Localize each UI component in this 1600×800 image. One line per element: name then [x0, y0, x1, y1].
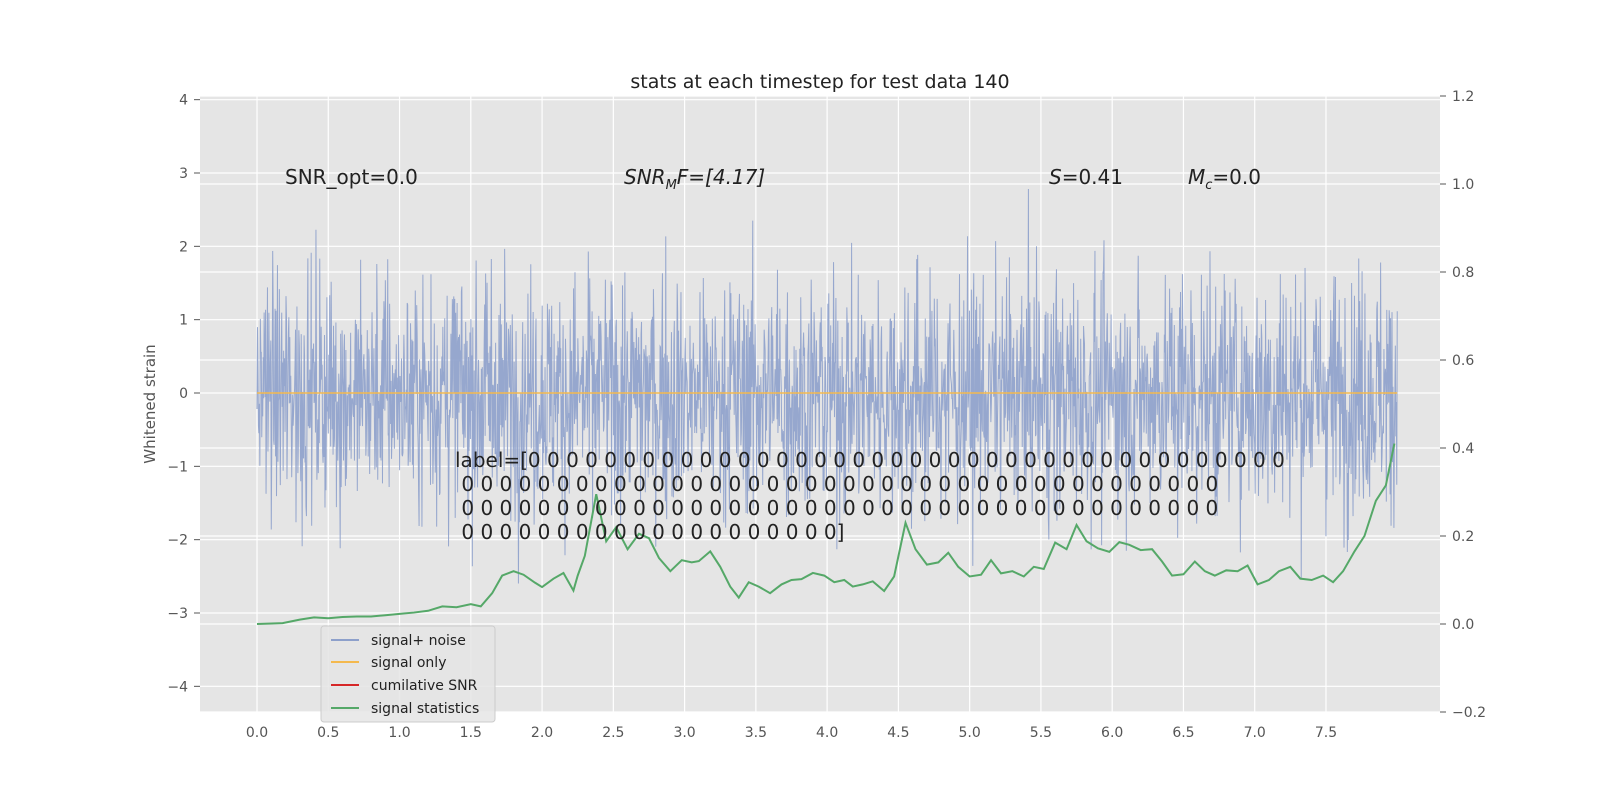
legend: signal+ noise signal only cumilative SNR…: [320, 625, 496, 723]
y-tick-label: 1: [179, 313, 188, 329]
label-annotation: label=[0 0 0 0 0 0 0 0 0 0 0 0 0 0 0 0 0…: [455, 448, 1285, 544]
y-right-tick-label: 0.8: [1452, 265, 1474, 281]
legend-box: [320, 625, 496, 723]
x-tick-label: 0.0: [246, 725, 268, 741]
x-tick-label: 2.5: [602, 725, 624, 741]
y-right-tick-label: 1.0: [1452, 177, 1474, 193]
x-tick-label: 7.0: [1244, 725, 1266, 741]
y-tick-label: −3: [167, 606, 188, 622]
y-right-tick-label: −0.2: [1452, 705, 1486, 721]
signal-statistics-line: [256, 443, 1396, 625]
y-tick-label: −1: [167, 459, 188, 475]
x-tick-label: 7.5: [1315, 725, 1337, 741]
x-tick-label: 4.5: [887, 725, 909, 741]
y-tick-label: 0: [179, 386, 188, 402]
y-right-tick-label: 1.2: [1452, 89, 1474, 105]
label-line-1: label=[0 0 0 0 0 0 0 0 0 0 0 0 0 0 0 0 0…: [455, 448, 1285, 472]
legend-label-noise: signal+ noise: [371, 633, 466, 649]
x-tick-label: 3.5: [745, 725, 767, 741]
y-right-tick-label: 0.0: [1452, 617, 1474, 633]
y-tick-label: 4: [179, 93, 188, 109]
s-annotation: S=0.41: [1049, 165, 1123, 189]
x-tick-label: 5.5: [1030, 725, 1052, 741]
legend-label-cumulative: cumilative SNR: [371, 678, 478, 694]
axis-ticks: 0.0 0.5 1.0 1.5 2.0 2.5 3.0 3.5 4.0 4.5 5.0 5.5 6.0 6…: [167, 89, 1486, 741]
y-tick-label: −4: [167, 679, 188, 695]
x-tick-label: 0.5: [317, 725, 339, 741]
y-right-tick-label: 0.6: [1452, 353, 1474, 369]
legend-label-signal: signal only: [371, 655, 446, 671]
label-line-3: 0 0 0 0 0 0 0 0 0 0 0 0 0 0 0 0 0 0 0 0 …: [455, 496, 1218, 520]
mc-annotation: Mc=0.0: [1188, 165, 1261, 193]
y-axis-label: Whitened strain: [141, 344, 159, 463]
x-tick-label: 6.5: [1172, 725, 1194, 741]
legend-label-statistics: signal statistics: [371, 701, 479, 717]
label-line-4: 0 0 0 0 0 0 0 0 0 0 0 0 0 0 0 0 0 0 0 0]: [455, 520, 844, 544]
x-tick-label: 4.0: [816, 725, 838, 741]
snr-mf-annotation: SNRMF=[4.17]: [624, 165, 765, 193]
y-right-tick-label: 0.2: [1452, 529, 1474, 545]
y-tick-label: 2: [179, 239, 188, 255]
signal-noise-trace: [256, 188, 1398, 584]
x-tick-label: 5.0: [959, 725, 981, 741]
x-tick-label: 3.0: [673, 725, 695, 741]
x-tick-label: 1.5: [460, 725, 482, 741]
chart-title: stats at each timestep for test data 140: [630, 71, 1009, 93]
x-tick-label: 6.0: [1101, 725, 1123, 741]
label-line-2: 0 0 0 0 0 0 0 0 0 0 0 0 0 0 0 0 0 0 0 0 …: [455, 472, 1218, 496]
snr-opt-annotation: SNR_opt=0.0: [285, 165, 418, 189]
y-right-tick-label: 0.4: [1452, 441, 1474, 457]
y-tick-label: −2: [167, 533, 188, 549]
x-tick-label: 1.0: [388, 725, 410, 741]
x-tick-label: 2.0: [531, 725, 553, 741]
y-tick-label: 3: [179, 166, 188, 182]
signal-noise-series: [256, 188, 1398, 584]
grid-lines: [200, 95, 1440, 713]
